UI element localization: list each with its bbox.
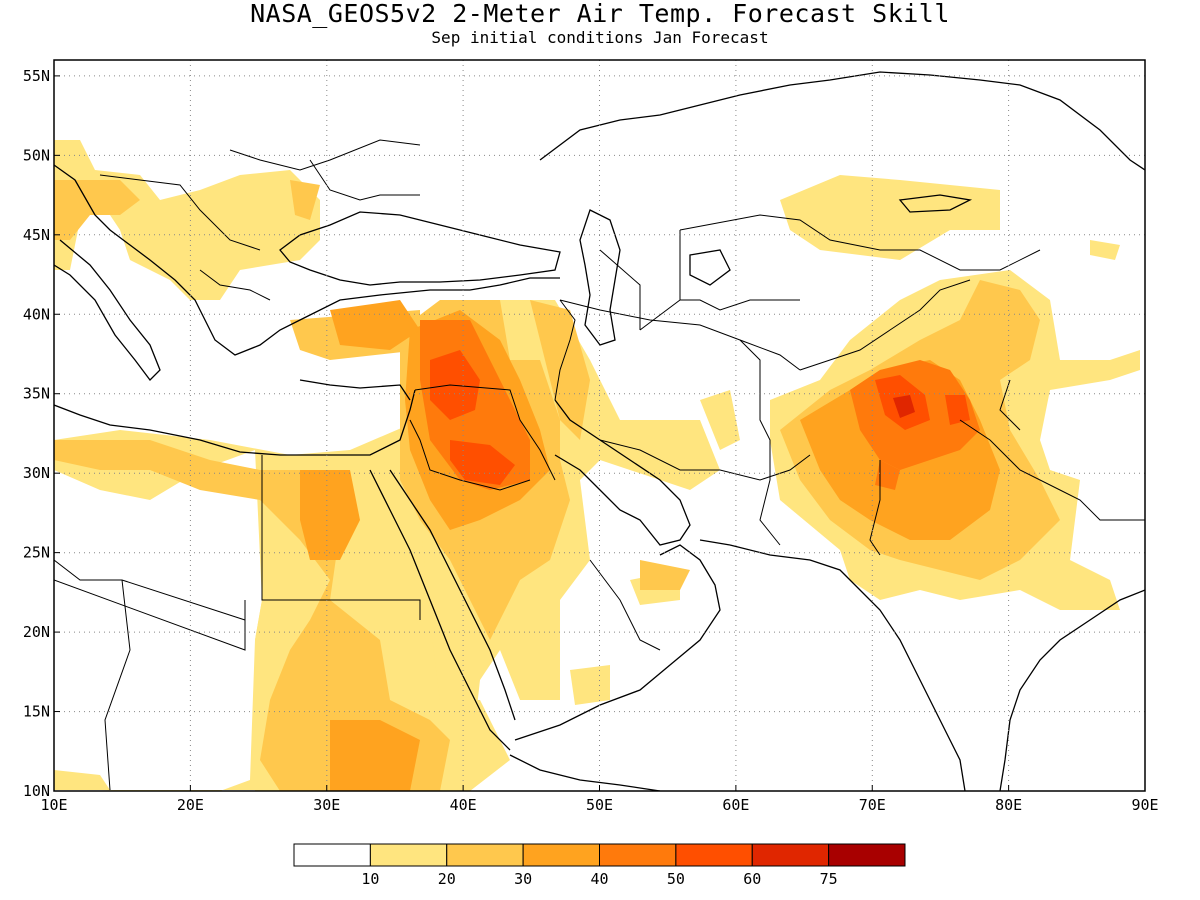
chart-subtitle: Sep initial conditions Jan Forecast bbox=[431, 28, 769, 47]
lon-tick-label: 20E bbox=[177, 796, 204, 814]
border-14 bbox=[599, 249, 641, 330]
coast-pakistan bbox=[699, 539, 731, 546]
colorbar-label: 50 bbox=[667, 870, 685, 888]
lat-tick-label: 30N bbox=[23, 464, 50, 482]
latitude-axis: 55N 50N 45N 40N 35N 30N 25N 20N 15N 10N bbox=[23, 67, 60, 800]
lat-tick-label: 10N bbox=[23, 782, 50, 800]
shading-level-60-75 bbox=[893, 395, 915, 418]
border-16 bbox=[959, 419, 1145, 521]
coast-red-sea-west bbox=[369, 469, 511, 751]
coast-india-west bbox=[729, 544, 966, 791]
border-7 bbox=[554, 299, 576, 401]
border-22 bbox=[99, 174, 261, 251]
lon-tick-label: 90E bbox=[1131, 796, 1158, 814]
border-10 bbox=[739, 339, 781, 546]
lat-tick-label: 40N bbox=[23, 305, 50, 323]
colorbar-label: 60 bbox=[743, 870, 761, 888]
border-5 bbox=[414, 384, 556, 481]
colorbar-label: 30 bbox=[514, 870, 532, 888]
coast-north-africa bbox=[54, 389, 416, 456]
border-4 bbox=[54, 559, 246, 621]
chart-title: NASA_GEOS5v2 2-Meter Air Temp. Forecast … bbox=[250, 0, 950, 28]
coast-europe bbox=[54, 164, 560, 356]
lat-tick-label: 20N bbox=[23, 623, 50, 641]
border-12 bbox=[679, 230, 800, 311]
lon-tick-label: 80E bbox=[995, 796, 1022, 814]
lat-tick-label: 25N bbox=[23, 544, 50, 562]
border-23 bbox=[199, 269, 271, 301]
coastlines bbox=[54, 71, 1145, 791]
border-9 bbox=[599, 439, 811, 481]
colorbar-label: 10 bbox=[361, 870, 379, 888]
coast-arabia-south bbox=[514, 544, 721, 741]
border-21 bbox=[229, 139, 421, 171]
colorbar-swatch bbox=[751, 843, 830, 867]
border-1 bbox=[261, 455, 421, 620]
lat-tick-label: 15N bbox=[23, 703, 50, 721]
colorbar-swatch bbox=[293, 843, 371, 867]
coast-aral bbox=[689, 249, 731, 286]
coast-caspian bbox=[579, 209, 621, 346]
coast-balkhash bbox=[898, 194, 973, 213]
colorbar-label: 75 bbox=[820, 870, 838, 888]
border-2 bbox=[54, 579, 246, 651]
longitude-axis: 10E 20E 30E 40E 50E 60E 70E 80E 90E bbox=[40, 785, 1159, 814]
coast-anatomy bbox=[299, 379, 411, 401]
colorbar-swatch bbox=[446, 843, 524, 867]
border-3 bbox=[104, 579, 131, 791]
lon-tick-label: 40E bbox=[450, 796, 477, 814]
border-18 bbox=[869, 460, 881, 556]
border-20 bbox=[309, 159, 420, 201]
lat-tick-label: 50N bbox=[23, 146, 50, 164]
border-13 bbox=[639, 299, 681, 331]
coast-persian-gulf bbox=[554, 399, 691, 546]
lon-tick-label: 30E bbox=[313, 796, 340, 814]
colorbar-label: 40 bbox=[590, 870, 608, 888]
lon-tick-label: 50E bbox=[586, 796, 613, 814]
coast-italy bbox=[54, 239, 161, 381]
grid-lines bbox=[54, 60, 1145, 791]
political-borders bbox=[54, 139, 1145, 791]
colorbar-swatch bbox=[828, 843, 906, 867]
border-6 bbox=[409, 419, 531, 491]
border-8 bbox=[559, 299, 801, 371]
lon-tick-label: 10E bbox=[40, 796, 67, 814]
colorbar-swatch bbox=[522, 843, 600, 867]
coast-horn-of-africa bbox=[509, 754, 661, 791]
lat-tick-label: 45N bbox=[23, 226, 50, 244]
colorbar-label: 20 bbox=[438, 870, 456, 888]
border-19 bbox=[589, 559, 661, 651]
border-17 bbox=[999, 379, 1021, 431]
coast-black-sea bbox=[279, 211, 561, 286]
colorbar-swatch bbox=[675, 843, 753, 867]
skill-shading bbox=[54, 140, 1140, 791]
lon-tick-label: 60E bbox=[722, 796, 749, 814]
border-11 bbox=[799, 279, 971, 371]
colorbar-swatch bbox=[369, 843, 448, 867]
colorbar-swatch bbox=[599, 843, 677, 867]
coast-red-sea-east bbox=[389, 469, 516, 721]
lat-tick-label: 55N bbox=[23, 67, 50, 85]
coast-india-east bbox=[999, 589, 1145, 791]
lat-tick-label: 35N bbox=[23, 385, 50, 403]
colorbar: 10 20 30 40 50 60 75 bbox=[293, 843, 906, 888]
border-15 bbox=[679, 214, 1041, 271]
lon-tick-label: 70E bbox=[859, 796, 886, 814]
